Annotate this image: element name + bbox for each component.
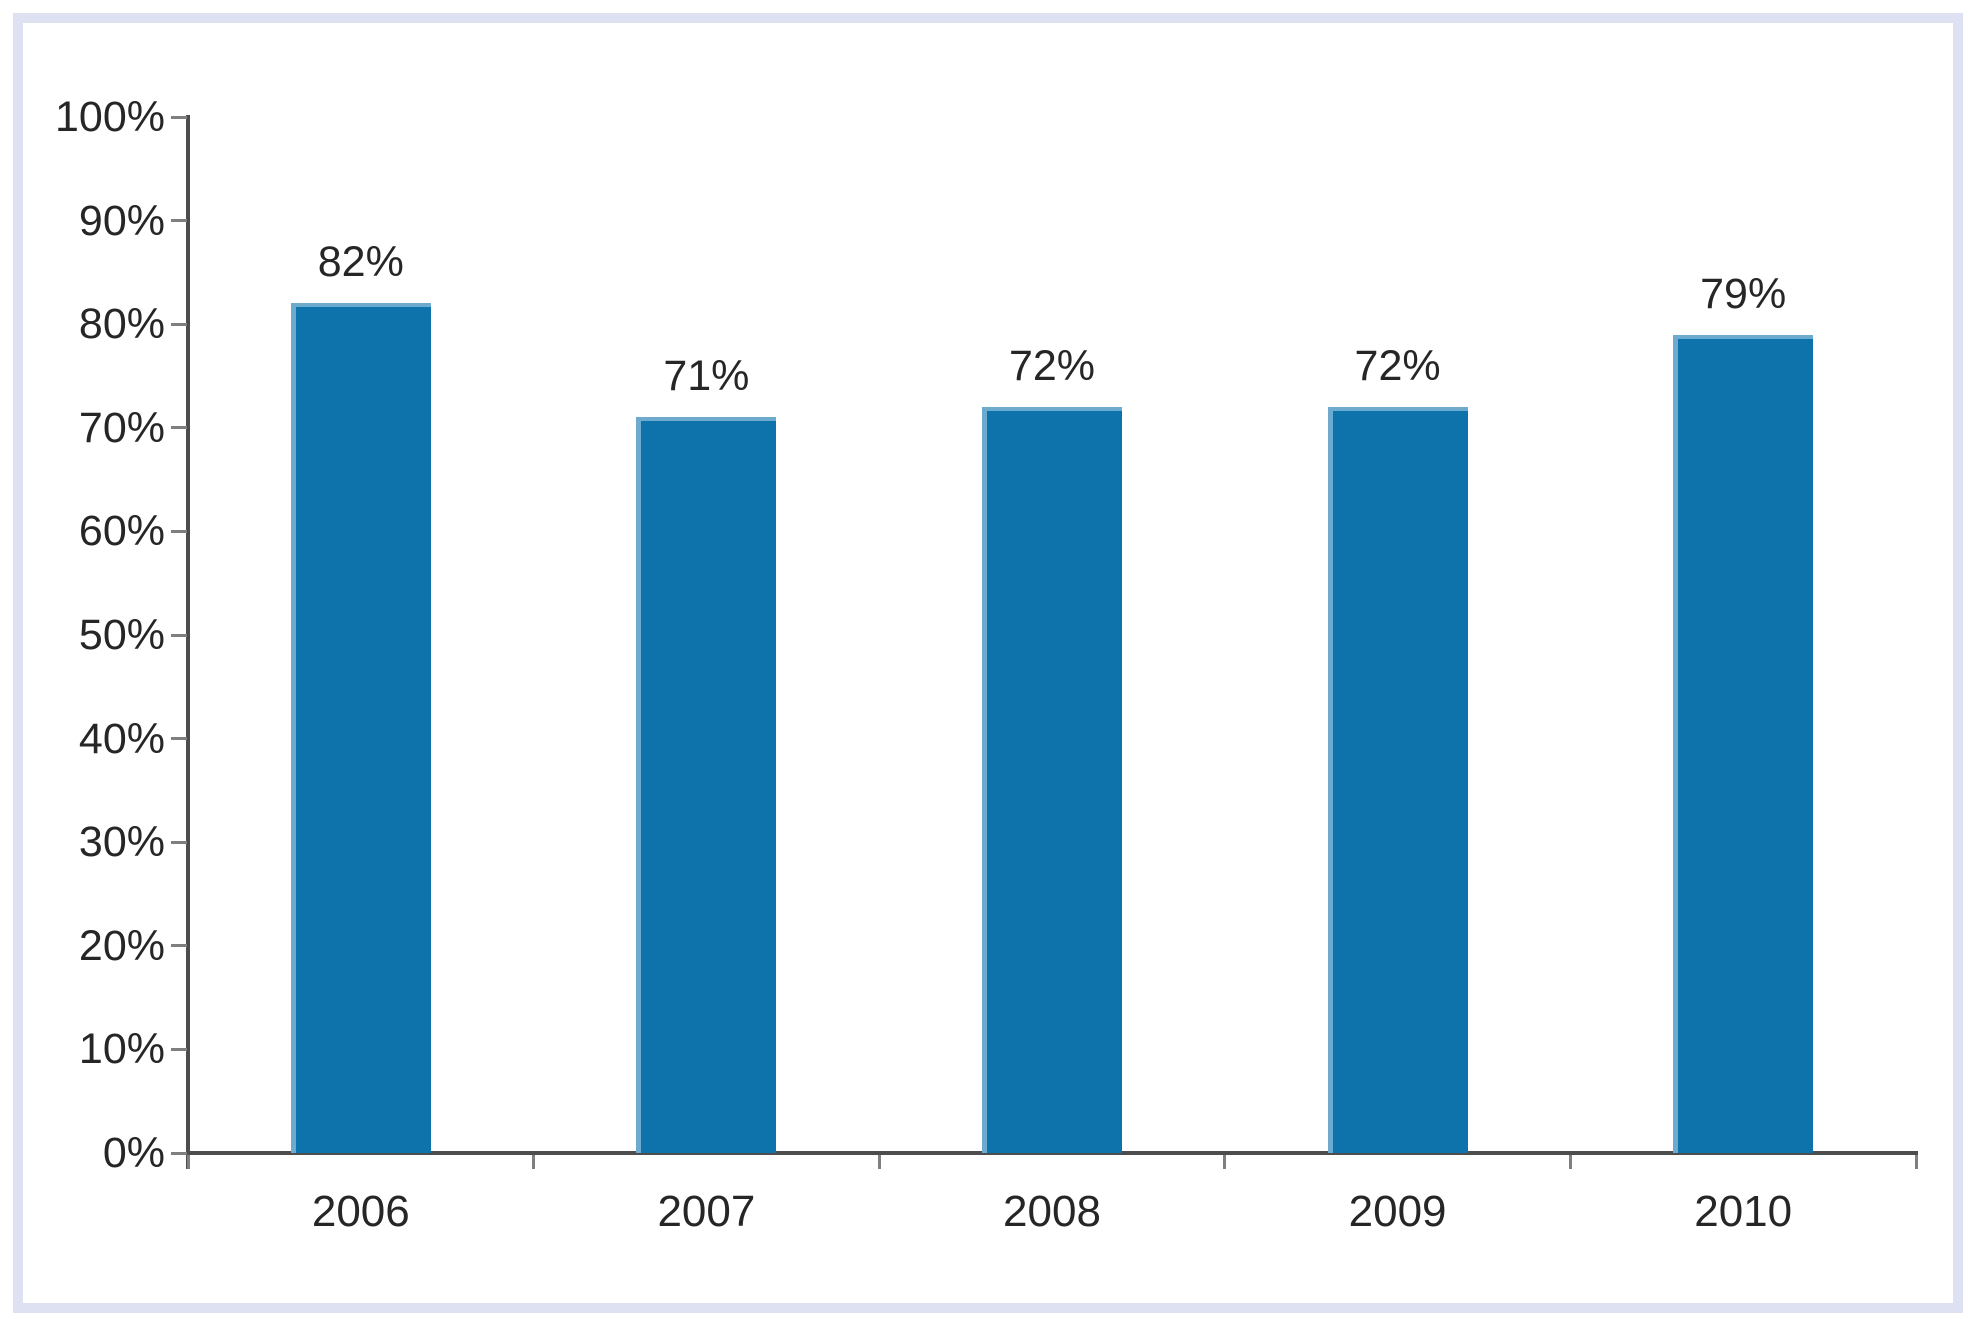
bar [290,303,431,1153]
x-axis-tick [877,1155,881,1169]
x-axis-category-label: 2010 [1694,1187,1793,1236]
x-axis-category-label: 2008 [1003,1187,1101,1236]
y-axis-tick [171,1151,187,1155]
y-axis-tick [171,737,187,741]
y-axis-tick-label: 70% [78,403,165,452]
y-axis-line [186,115,190,1169]
bar [636,417,777,1153]
x-axis-tick [1223,1155,1227,1169]
bar-value-label: 79% [1700,269,1787,318]
y-axis-tick-label: 40% [78,714,165,763]
x-axis-tick [186,1155,190,1169]
x-axis-line [186,1151,1918,1155]
x-axis-category-label: 2006 [311,1187,410,1236]
bar-value-label: 72% [1354,342,1441,391]
y-axis-tick [171,426,187,430]
y-axis-tick-label: 10% [78,1025,165,1074]
bar [982,407,1122,1153]
y-axis-tick-label: 50% [78,611,165,659]
bar-value-label: 71% [663,352,750,401]
y-axis-tick-label: 30% [78,818,165,867]
y-axis-tick-label: 60% [78,507,165,556]
y-axis-tick [171,529,187,533]
y-axis-tick [171,944,187,948]
y-axis-tick [171,1047,187,1051]
y-axis-tick [171,115,187,119]
y-axis-tick-label: 0% [102,1129,165,1177]
y-axis-tick [171,633,187,637]
y-axis-tick-label: 20% [78,921,165,970]
x-axis-tick [1914,1155,1918,1169]
x-axis-category-label: 2009 [1348,1187,1447,1236]
bar-value-label: 82% [317,238,404,287]
y-axis-tick-label: 100% [55,93,165,141]
bar-value-label: 72% [1008,342,1096,391]
x-axis-tick [1568,1155,1572,1169]
x-axis-category-label: 2007 [657,1187,756,1236]
y-axis-tick [171,840,187,844]
x-axis-tick [532,1155,536,1169]
y-axis-tick [171,322,187,326]
bar [1673,334,1814,1153]
y-axis-tick [171,219,187,223]
bar [1327,407,1468,1153]
y-axis-tick-label: 80% [78,300,165,349]
y-axis-tick-label: 90% [78,196,165,245]
